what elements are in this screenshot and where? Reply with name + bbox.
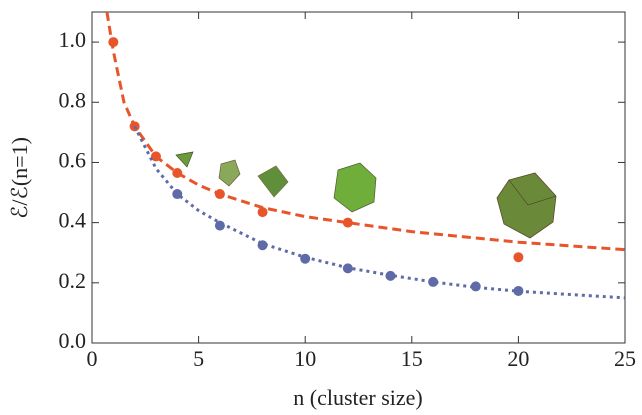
- x-axis-label: n (cluster size): [293, 385, 423, 410]
- y-tick-label: 1.0: [59, 27, 87, 52]
- y-tick-label: 0.8: [59, 87, 87, 112]
- x-tick-label: 10: [294, 346, 316, 371]
- x-tick-label: 25: [614, 346, 636, 371]
- data-point: [513, 252, 523, 262]
- x-tick-label: 15: [401, 346, 423, 371]
- x-tick-label: 5: [193, 346, 204, 371]
- chart: n (cluster size) ℰ/ℰ(n=1) 0 5 10 15 20 25 0.0 0…: [0, 0, 642, 415]
- y-tick-label: 0.6: [59, 148, 87, 173]
- y-tick-label: 0.0: [59, 328, 87, 353]
- y-tick-label: 0.4: [59, 208, 87, 233]
- x-tick-label: 20: [507, 346, 529, 371]
- y-tick-label: 0.2: [59, 268, 87, 293]
- x-tick-label: 0: [87, 346, 98, 371]
- y-axis-label: ℰ/ℰ(n=1): [7, 137, 32, 219]
